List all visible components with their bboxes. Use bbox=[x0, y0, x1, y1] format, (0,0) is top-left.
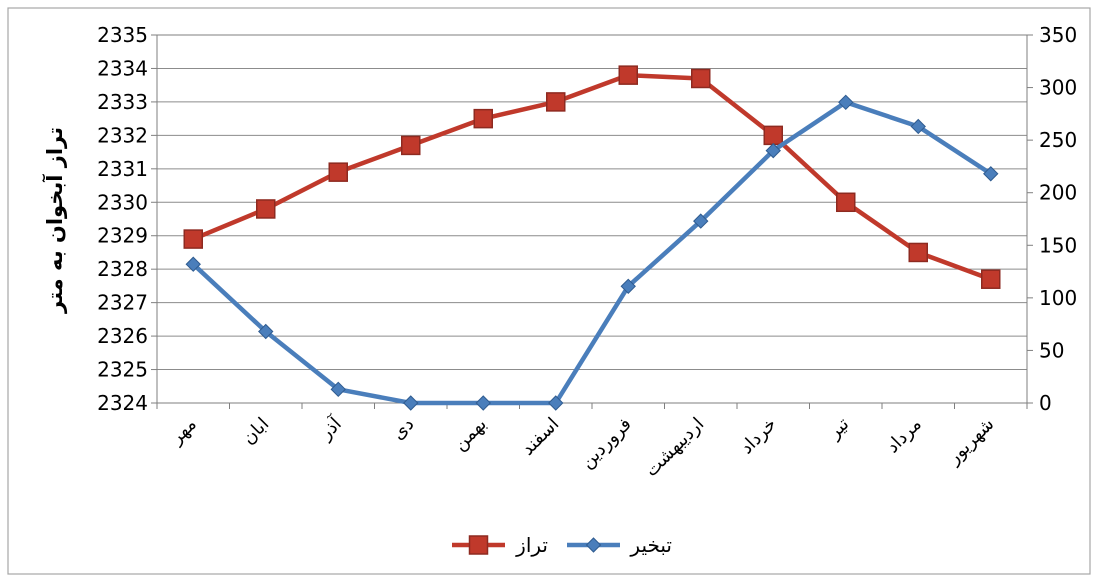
data-point bbox=[183, 229, 203, 249]
legend-swatch-marker bbox=[468, 535, 489, 555]
right-tick-label: 300 bbox=[1039, 76, 1077, 100]
series-layer bbox=[183, 65, 1001, 411]
right-tick-label: 0 bbox=[1039, 391, 1052, 415]
series-line bbox=[192, 72, 992, 282]
left-tick-label: 2332 bbox=[97, 123, 148, 147]
y-axis-label: تراز آبخوان به متر bbox=[42, 127, 67, 314]
data-point bbox=[258, 323, 274, 340]
data-point bbox=[330, 381, 346, 398]
left-tick-label: 2335 bbox=[97, 23, 148, 47]
left-y-axis: 2324 2325 2326 2327 2328 2329 2330 2331 2332 2333… bbox=[97, 23, 157, 415]
data-point bbox=[981, 269, 1001, 289]
data-point bbox=[473, 108, 493, 129]
right-tick-label: 50 bbox=[1039, 338, 1064, 362]
data-point bbox=[838, 94, 854, 110]
legend-swatch-marker bbox=[585, 537, 602, 553]
data-point bbox=[765, 142, 781, 159]
data-point bbox=[691, 68, 711, 89]
data-point bbox=[546, 92, 566, 112]
right-tick-label: 100 bbox=[1039, 286, 1077, 310]
data-point bbox=[620, 278, 636, 294]
data-point bbox=[328, 162, 348, 182]
data-point bbox=[908, 242, 928, 263]
data-point bbox=[618, 65, 638, 85]
data-point bbox=[185, 256, 201, 272]
right-tick-label: 150 bbox=[1039, 233, 1077, 257]
left-tick-label: 2328 bbox=[97, 257, 148, 281]
left-tick-label: 2326 bbox=[97, 324, 148, 348]
right-tick-label: 200 bbox=[1039, 181, 1077, 205]
legend-item: تبخیر bbox=[567, 533, 672, 557]
right-tick-label: 350 bbox=[1039, 23, 1077, 47]
data-point bbox=[548, 395, 564, 411]
data-point bbox=[403, 395, 419, 411]
data-point bbox=[983, 166, 999, 182]
legend-label: تبخیر bbox=[629, 533, 672, 557]
left-tick-label: 2333 bbox=[97, 90, 148, 114]
left-tick-label: 2330 bbox=[97, 190, 148, 214]
legend: تراز تبخیر bbox=[452, 533, 672, 557]
data-point bbox=[256, 199, 276, 219]
data-point bbox=[836, 192, 856, 213]
data-point bbox=[693, 213, 709, 229]
series-2 bbox=[185, 94, 999, 411]
data-point bbox=[763, 125, 783, 146]
series-line bbox=[191, 100, 992, 406]
data-point bbox=[401, 135, 421, 156]
left-tick-label: 2324 bbox=[97, 391, 148, 415]
legend-label: تراز bbox=[515, 533, 548, 557]
left-tick-label: 2334 bbox=[97, 56, 148, 80]
left-tick-label: 2329 bbox=[97, 224, 148, 248]
right-tick-label: 250 bbox=[1039, 128, 1077, 152]
left-tick-label: 2327 bbox=[97, 291, 148, 315]
left-tick-label: 2325 bbox=[97, 358, 148, 382]
data-point bbox=[475, 395, 491, 411]
legend-item: تراز bbox=[452, 533, 548, 557]
series-1 bbox=[183, 65, 1001, 289]
right-y-axis: 0 50 100 150 200 250 300 350 bbox=[1027, 23, 1077, 415]
data-point bbox=[910, 118, 926, 135]
left-tick-label: 2331 bbox=[97, 157, 148, 181]
